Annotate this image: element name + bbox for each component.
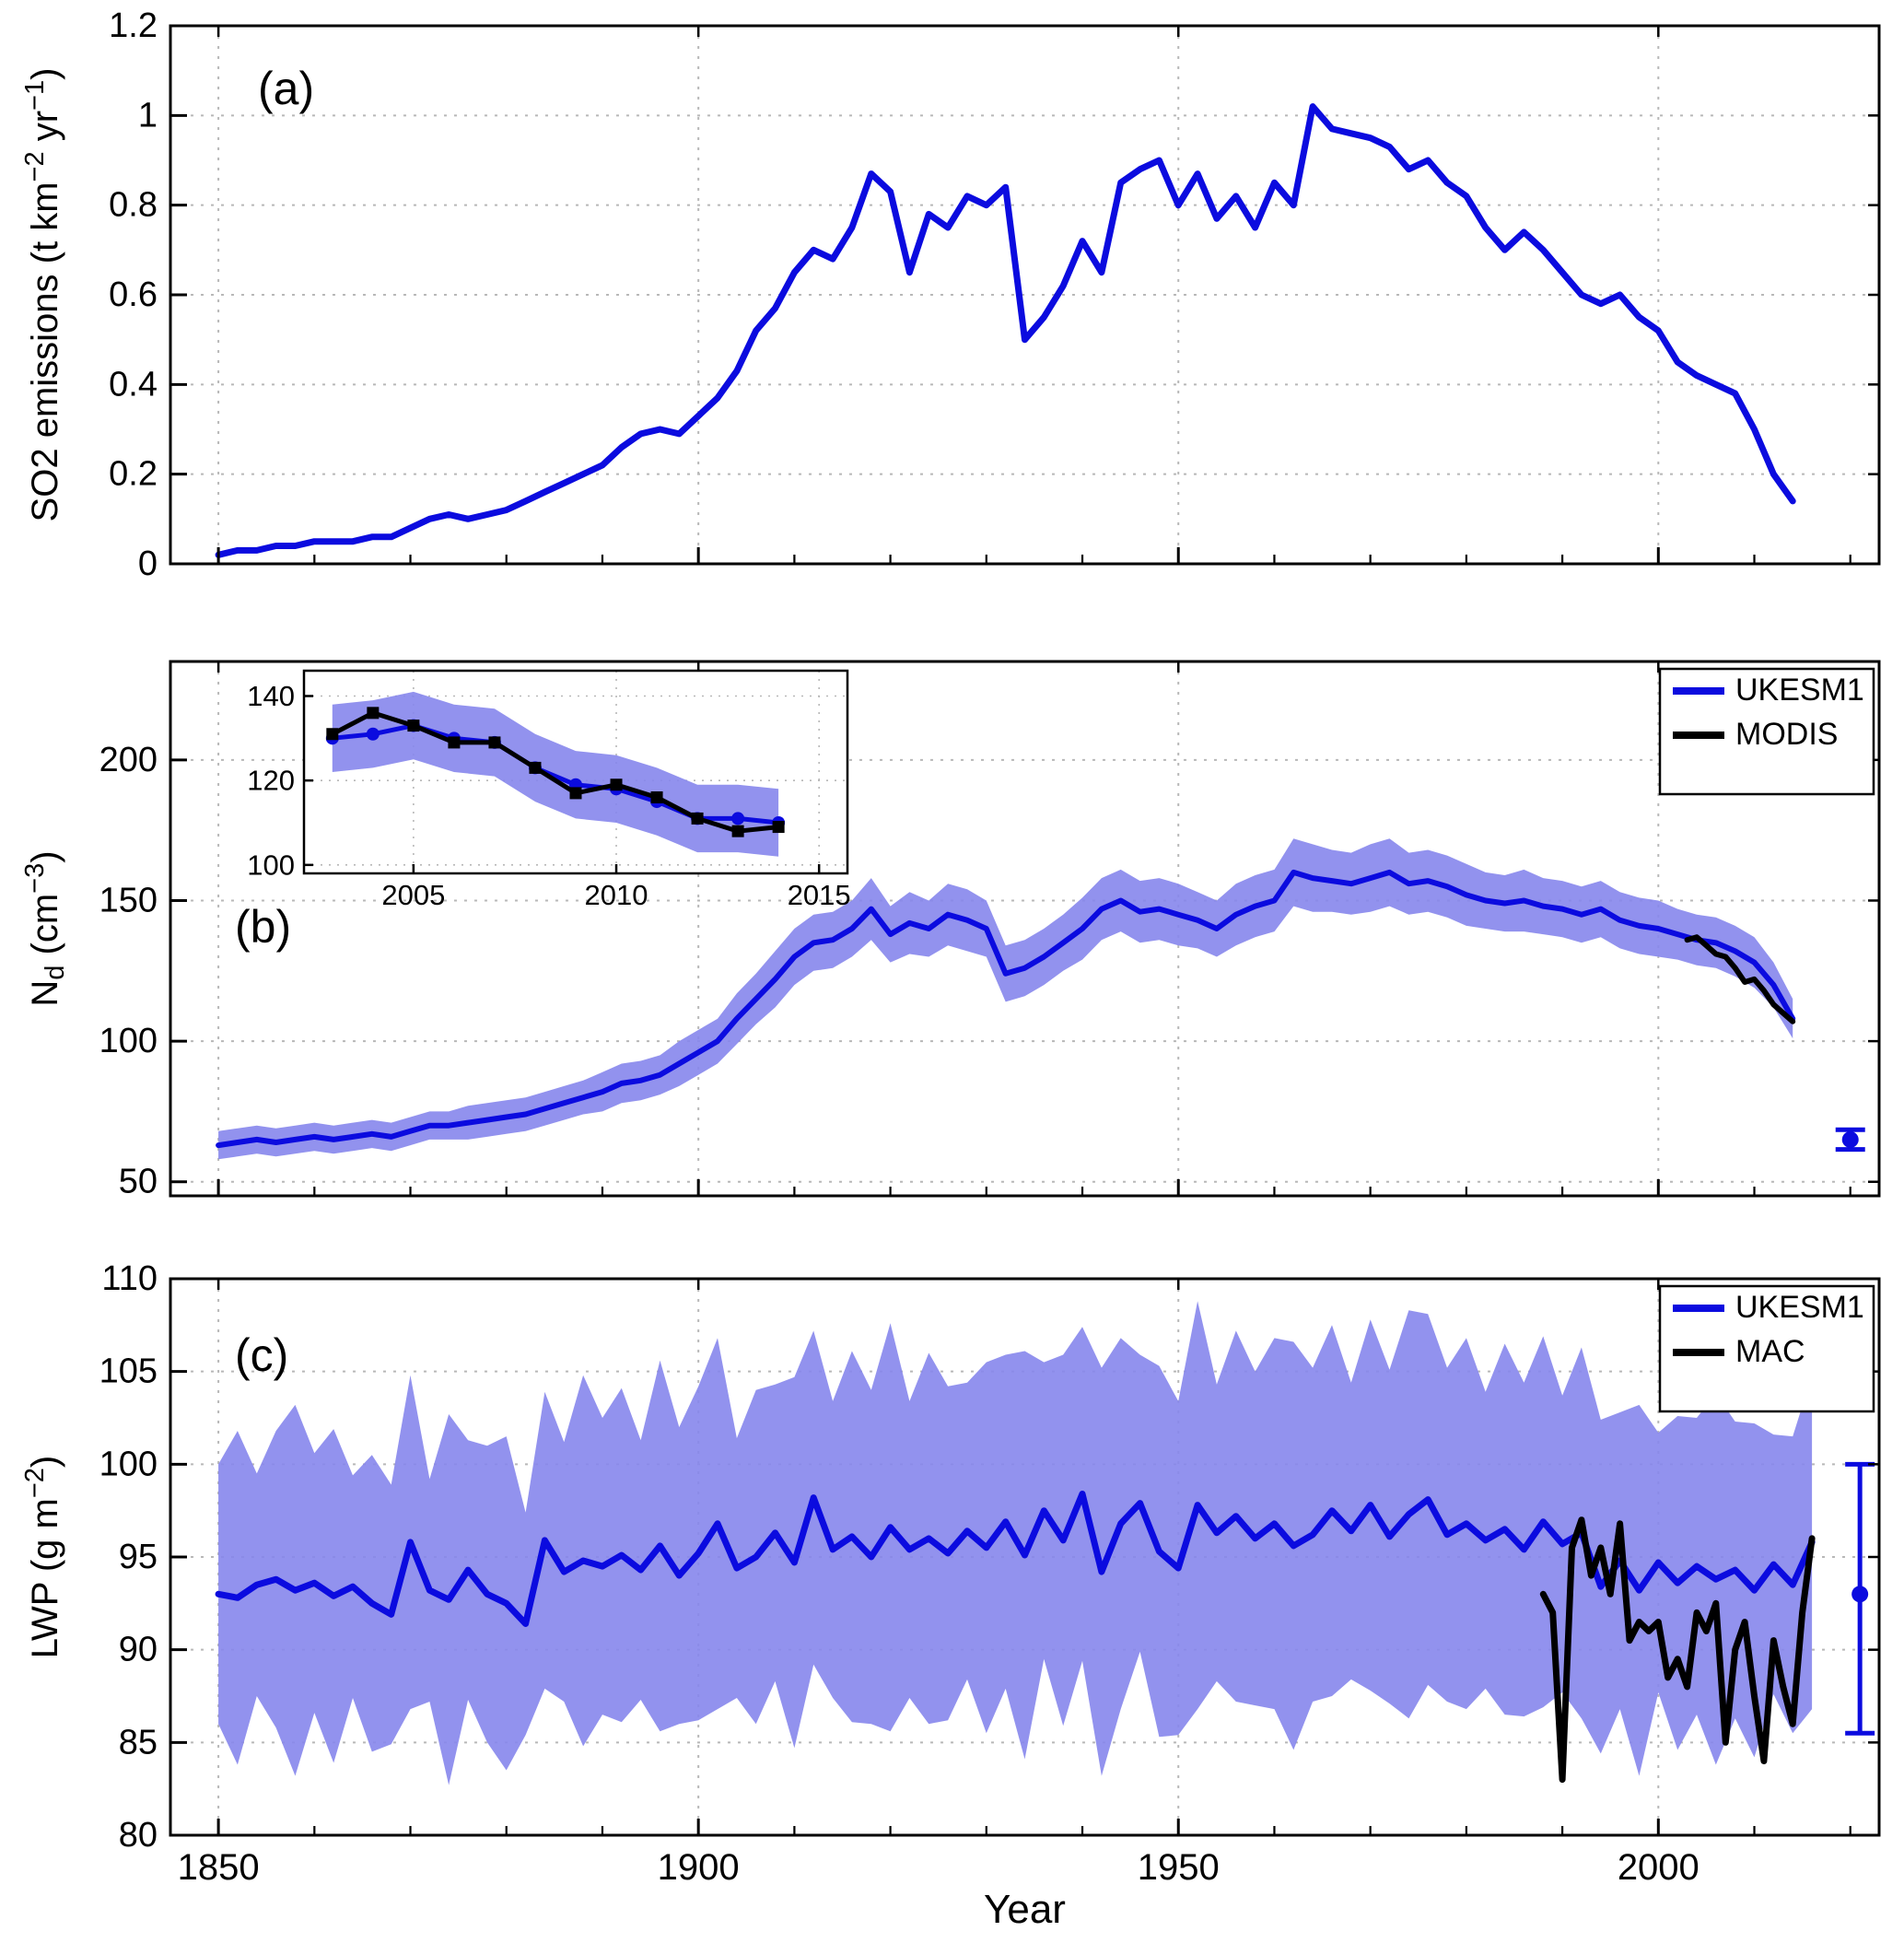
- x-tick-label: 2000: [1618, 1847, 1700, 1888]
- y-tick-label: 150: [99, 881, 158, 919]
- series-so2-emissions: [215, 103, 1796, 558]
- x-tick-label: 1850: [178, 1847, 260, 1888]
- series-mac: [1539, 1516, 1816, 1784]
- inset-marker-square: [569, 787, 582, 800]
- uncertainty-band: [218, 838, 1793, 1160]
- y-tick-label: 110: [101, 1259, 158, 1298]
- y-tick-label: 0.4: [109, 365, 158, 404]
- x-axis-label: Year: [984, 1887, 1066, 1932]
- inset-series-modis: [331, 710, 779, 834]
- legend-label: MODIS: [1735, 717, 1838, 752]
- panel-letter: (b): [235, 901, 291, 953]
- inset-marker-square: [691, 812, 704, 825]
- inset-marker-square: [650, 791, 663, 803]
- y-tick-label: 80: [119, 1816, 158, 1855]
- y-tick-label: 200: [99, 741, 158, 779]
- inset-ytick-label: 140: [247, 680, 295, 712]
- x-tick-label: 1900: [658, 1847, 740, 1888]
- series-modis: [1684, 934, 1796, 1024]
- panel-c: 1850 1900 1950 2000 80 85 90 95 100 105 110 (c) LWP …: [20, 1259, 1881, 1888]
- inset-marker-square: [731, 825, 744, 837]
- y-tick-label: 85: [119, 1723, 158, 1762]
- inset-marker-square: [407, 720, 420, 732]
- inset-marker-square: [326, 728, 339, 741]
- inset-plot: 2005 2010 2015 100 120 140: [247, 669, 851, 911]
- y-tick-label: 0.2: [109, 455, 158, 494]
- y-tick-label: 0: [138, 544, 158, 583]
- inset-xtick-label: 2015: [788, 879, 851, 911]
- y-tick-label: 0.8: [109, 186, 158, 225]
- y-tick-label: 1.2: [109, 6, 158, 45]
- inset-marker-square: [610, 778, 623, 791]
- panel-letter: (c): [235, 1329, 288, 1381]
- y-tick-label: 0.6: [109, 275, 158, 314]
- inset-marker-square: [488, 736, 501, 749]
- y-tick-label: 105: [99, 1352, 158, 1391]
- y-axis-label: SO2 emissions (t km−2 yr−1): [20, 68, 65, 522]
- legend-label: MAC: [1735, 1334, 1805, 1369]
- inset-axes-box: [302, 669, 849, 875]
- y-axis-label: Nd (cm−3): [20, 850, 70, 1006]
- x-tick-label: 1950: [1138, 1847, 1220, 1888]
- inset-marker-circle: [366, 727, 380, 741]
- legend-label: UKESM1: [1735, 673, 1864, 708]
- inset-marker-circle: [731, 812, 745, 825]
- inset-marker-square: [772, 821, 785, 834]
- y-tick-label: 50: [119, 1163, 158, 1201]
- y-tick-label: 100: [99, 1445, 158, 1483]
- inset-marker-square: [448, 736, 461, 749]
- series-ukesm1: [216, 869, 1796, 1149]
- y-tick-label: 95: [119, 1538, 158, 1576]
- panel-a: 0 0.2 0.4 0.6 0.8 1 1.2 (a) SO2 emissions (t km−…: [20, 6, 1881, 583]
- inset-xtick-label: 2005: [381, 879, 445, 911]
- y-tick-label: 1: [138, 96, 158, 135]
- obs-point: [1851, 1586, 1869, 1603]
- obs-point: [1841, 1130, 1859, 1148]
- y-tick-label: 90: [119, 1631, 158, 1669]
- inset-ytick-label: 120: [247, 765, 295, 797]
- y-axis-label: LWP (g m−2): [20, 1456, 65, 1659]
- panel-letter: (a): [258, 63, 314, 114]
- y-tick-label: 100: [99, 1022, 158, 1060]
- inset-ytick-label: 100: [247, 849, 295, 881]
- series-ukesm1: [215, 1491, 1816, 1627]
- inset-xtick-label: 2010: [585, 879, 648, 911]
- legend-label: UKESM1: [1735, 1290, 1864, 1325]
- inset-marker-square: [367, 707, 380, 720]
- inset-marker-square: [529, 761, 542, 774]
- axes-box: [169, 660, 1881, 1198]
